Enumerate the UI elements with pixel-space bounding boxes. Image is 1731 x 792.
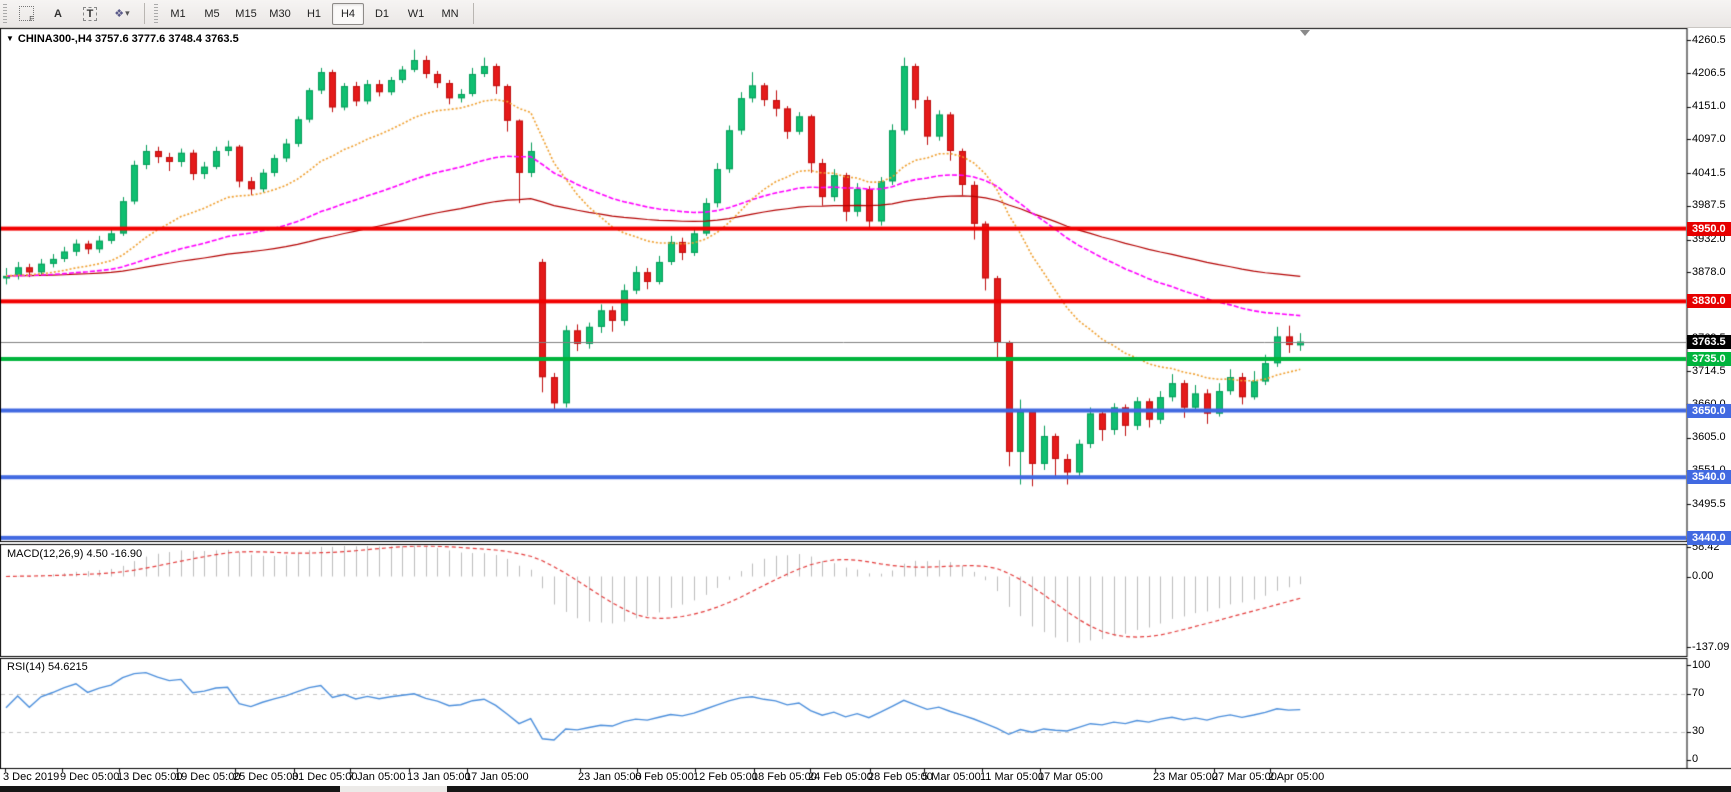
toolbar-separator bbox=[473, 3, 474, 24]
timeframe-button-M30[interactable]: M30 bbox=[269, 7, 291, 20]
timeframe-button-H4[interactable]: H4 bbox=[332, 2, 364, 25]
price-badge: 3650.0 bbox=[1687, 403, 1731, 418]
price-badge: 3763.5 bbox=[1687, 334, 1731, 349]
time-axis-label: 13 Dec 05:00 bbox=[117, 771, 183, 783]
time-axis-label: 5 Mar 05:00 bbox=[922, 771, 981, 783]
price-axis-tick: 4260.5 bbox=[1692, 33, 1726, 46]
window-tabs-bar bbox=[0, 786, 1731, 792]
time-axis-label: 17 Mar 05:00 bbox=[1038, 771, 1103, 783]
price-axis-tick: 4097.0 bbox=[1692, 132, 1726, 145]
chart-grid-icon: F bbox=[18, 6, 34, 23]
price-axis-tick: 4151.0 bbox=[1692, 100, 1726, 113]
timeframe-button-W1[interactable]: W1 bbox=[407, 7, 425, 20]
timeframe-button-M5[interactable]: M5 bbox=[204, 7, 220, 20]
time-axis-label: 17 Jan 05:00 bbox=[465, 771, 529, 783]
macd-axis-tick: 0.00 bbox=[1692, 570, 1714, 582]
rsi-indicator-label: RSI(14) 54.6215 bbox=[7, 661, 88, 673]
font-tool-icon: A bbox=[54, 7, 62, 20]
collapse-arrow-icon[interactable]: ▼ bbox=[6, 34, 14, 43]
price-badge: 3830.0 bbox=[1687, 294, 1731, 309]
timeframe-button-H1[interactable]: H1 bbox=[306, 7, 322, 20]
time-axis-label: 7 Jan 05:00 bbox=[348, 771, 406, 783]
price-axis-tick: 3987.5 bbox=[1692, 199, 1726, 212]
price-axis-tick: 3714.5 bbox=[1692, 364, 1726, 377]
time-axis-label: 31 Dec 05:00 bbox=[292, 771, 358, 783]
price-badge: 3540.0 bbox=[1687, 470, 1731, 485]
objects-button[interactable]: ❖ ▾ bbox=[106, 3, 138, 25]
price-badge: 3735.0 bbox=[1687, 351, 1731, 366]
timeframe-button-MN[interactable]: MN bbox=[441, 7, 459, 20]
chart-shift-marker-icon[interactable] bbox=[1300, 30, 1310, 36]
timeframe-button-row: M1 M5 M15 M30 H1 H4 D1 W1 MN bbox=[161, 2, 467, 25]
price-axis-tick: 3878.0 bbox=[1692, 265, 1726, 278]
time-axis-label: 13 Jan 05:00 bbox=[407, 771, 471, 783]
rsi-axis-tick: 70 bbox=[1692, 687, 1705, 700]
price-axis-tick: 3495.5 bbox=[1692, 497, 1726, 510]
chart-title: ▼ CHINA300-,H4 3757.6 3777.6 3748.4 3763.… bbox=[6, 33, 239, 45]
toolbar-separator bbox=[144, 3, 145, 24]
macd-axis-tick: -137.09 bbox=[1692, 640, 1730, 653]
rsi-axis-tick: 0 bbox=[1692, 753, 1699, 766]
text-label-tool-icon: T bbox=[82, 6, 98, 21]
time-axis-label: 19 Dec 05:00 bbox=[175, 771, 241, 783]
timeframe-button-M1[interactable]: M1 bbox=[170, 7, 186, 20]
objects-tool-icon: ❖ bbox=[114, 8, 124, 20]
toolbar-grip[interactable] bbox=[3, 3, 7, 24]
toolbar-grip[interactable] bbox=[154, 3, 158, 24]
time-axis-label: 27 Mar 05:00 bbox=[1212, 771, 1277, 783]
price-axis-tick: 3932.0 bbox=[1692, 233, 1726, 246]
rsi-axis-tick: 100 bbox=[1692, 658, 1711, 671]
timeframe-button-M15[interactable]: M15 bbox=[235, 7, 257, 20]
time-axis-label: 3 Dec 2019 bbox=[3, 771, 60, 783]
timeframe-button-D1[interactable]: D1 bbox=[374, 7, 390, 20]
time-axis-label: 23 Mar 05:00 bbox=[1153, 771, 1218, 783]
window-tab[interactable] bbox=[340, 786, 447, 792]
price-badge: 3950.0 bbox=[1687, 221, 1731, 236]
time-axis-label: 23 Jan 05:00 bbox=[578, 771, 642, 783]
price-axis-tick: 4041.5 bbox=[1692, 166, 1726, 179]
time-axis-label: 12 Feb 05:00 bbox=[693, 771, 758, 783]
toolbar: F A T ❖ ▾ M1 M5 M15 M30 H1 H4 D1 W1 MN bbox=[0, 0, 1731, 28]
rsi-axis-tick: 30 bbox=[1692, 725, 1705, 738]
text-label-button[interactable]: T bbox=[74, 3, 106, 25]
price-axis-tick: 4206.5 bbox=[1692, 66, 1726, 79]
time-axis-label: 28 Feb 05:00 bbox=[868, 771, 933, 783]
price-axis-tick: 3605.0 bbox=[1692, 431, 1726, 444]
symbol-ohlc-text: CHINA300-,H4 3757.6 3777.6 3748.4 3763.5 bbox=[17, 33, 239, 45]
time-axis-label: 2 Apr 05:00 bbox=[1268, 771, 1325, 783]
chart-grid-button[interactable]: F bbox=[10, 3, 42, 25]
time-axis-label: 6 Feb 05:00 bbox=[635, 771, 694, 783]
time-axis-label: 25 Dec 05:00 bbox=[233, 771, 299, 783]
objects-dropdown-arrow-icon: ▾ bbox=[125, 8, 130, 18]
font-tool-button[interactable]: A bbox=[42, 3, 74, 25]
price-badge: 3440.0 bbox=[1687, 530, 1731, 545]
time-axis-label: 18 Feb 05:00 bbox=[752, 771, 817, 783]
time-axis-label: 9 Dec 05:00 bbox=[60, 771, 120, 783]
time-axis-label: 24 Feb 05:00 bbox=[808, 771, 873, 783]
time-axis-label: 11 Mar 05:00 bbox=[980, 771, 1045, 783]
macd-indicator-label: MACD(12,26,9) 4.50 -16.90 bbox=[7, 548, 143, 560]
